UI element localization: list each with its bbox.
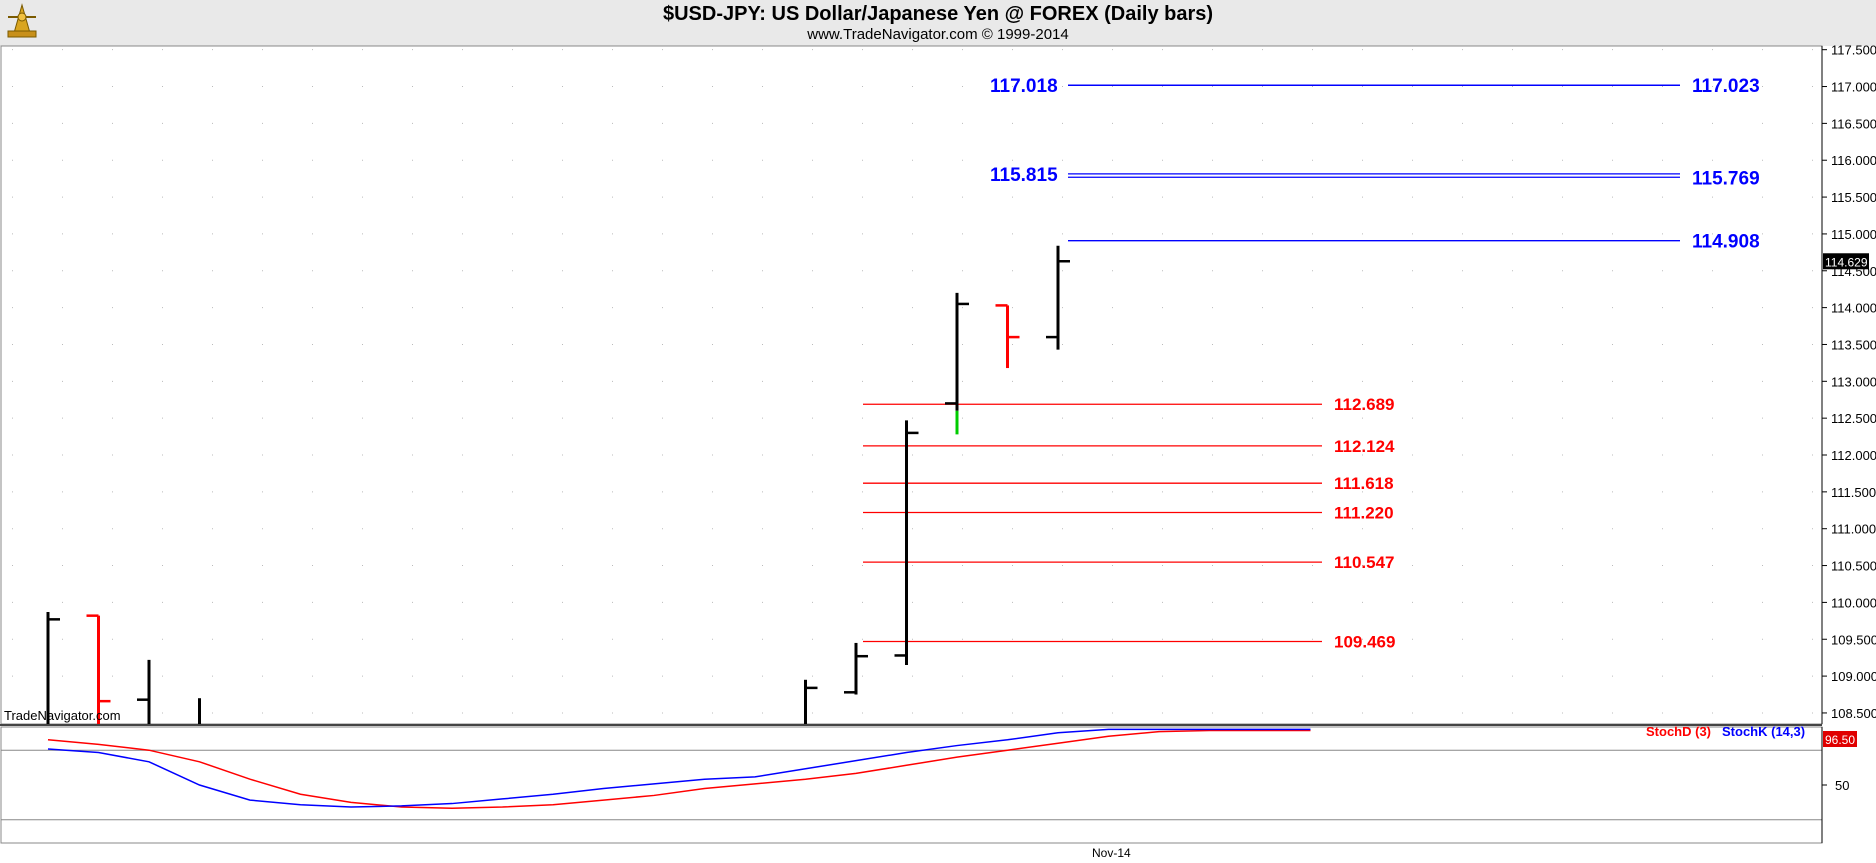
y-axis-label: 114.000 bbox=[1831, 301, 1876, 316]
y-axis-label: 117.500 bbox=[1831, 43, 1876, 58]
stoch-value-label: 96.50 bbox=[1825, 733, 1855, 747]
y-axis-label: 113.500 bbox=[1831, 337, 1876, 352]
resistance-left-label: 115.815 bbox=[990, 165, 1058, 186]
support-label: 111.618 bbox=[1334, 474, 1394, 493]
stoch-d-line bbox=[47, 729, 1311, 809]
legend-stochk: StochK (14,3) bbox=[1722, 724, 1805, 739]
legend-stochd: StochD (3) bbox=[1646, 724, 1711, 739]
chart-title: $USD-JPY: US Dollar/Japanese Yen @ FOREX… bbox=[662, 3, 1214, 25]
last-price-label: 114.629 bbox=[1825, 255, 1868, 269]
resistance-right-label: 115.769 bbox=[1692, 168, 1760, 189]
y-axis-label: 109.000 bbox=[1831, 669, 1876, 684]
support-label: 112.124 bbox=[1334, 437, 1395, 456]
stoch-axis-label: 50 bbox=[1835, 778, 1849, 793]
y-axis-label: 109.500 bbox=[1831, 632, 1876, 647]
support-label: 109.469 bbox=[1334, 633, 1395, 652]
resistance-right-label: 114.908 bbox=[1692, 232, 1760, 253]
last-price-marker bbox=[1823, 253, 1869, 270]
resistance-right-label: 117.023 bbox=[1692, 76, 1760, 97]
y-axis-label: 110.500 bbox=[1831, 559, 1876, 574]
watermark-text: TradeNavigator.com bbox=[4, 708, 121, 723]
y-axis-label: 110.000 bbox=[1831, 595, 1876, 610]
y-axis-label: 111.000 bbox=[1831, 522, 1876, 537]
y-axis-label: 111.500 bbox=[1831, 485, 1876, 500]
y-axis-label: 113.000 bbox=[1831, 374, 1876, 389]
y-axis-label: 115.500 bbox=[1831, 190, 1876, 205]
support-label: 110.547 bbox=[1334, 553, 1395, 572]
chart-subtitle: www.TradeNavigator.com © 1999-2014 bbox=[807, 26, 1069, 43]
support-label: 111.220 bbox=[1334, 503, 1394, 522]
y-axis-label: 112.500 bbox=[1831, 411, 1876, 426]
price-panel-frame bbox=[0, 45, 1823, 725]
stoch-value-marker bbox=[1823, 731, 1857, 747]
tradenavigator-logo-icon bbox=[4, 3, 40, 46]
y-axis-label: 116.000 bbox=[1831, 153, 1876, 168]
y-axis-label: 108.500 bbox=[1831, 706, 1876, 721]
stoch-k-line bbox=[47, 728, 1311, 808]
y-axis-label: 117.000 bbox=[1831, 80, 1876, 95]
support-label: 112.689 bbox=[1334, 395, 1395, 414]
x-axis-label: Nov-14 bbox=[1092, 846, 1131, 860]
chart-header bbox=[0, 0, 1876, 46]
resistance-left-label: 117.018 bbox=[990, 76, 1058, 97]
y-axis-label: 112.000 bbox=[1831, 448, 1876, 463]
y-axis-label: 116.500 bbox=[1831, 116, 1876, 131]
y-axis-label: 115.000 bbox=[1831, 227, 1876, 242]
stoch-panel-frame bbox=[0, 726, 1823, 844]
